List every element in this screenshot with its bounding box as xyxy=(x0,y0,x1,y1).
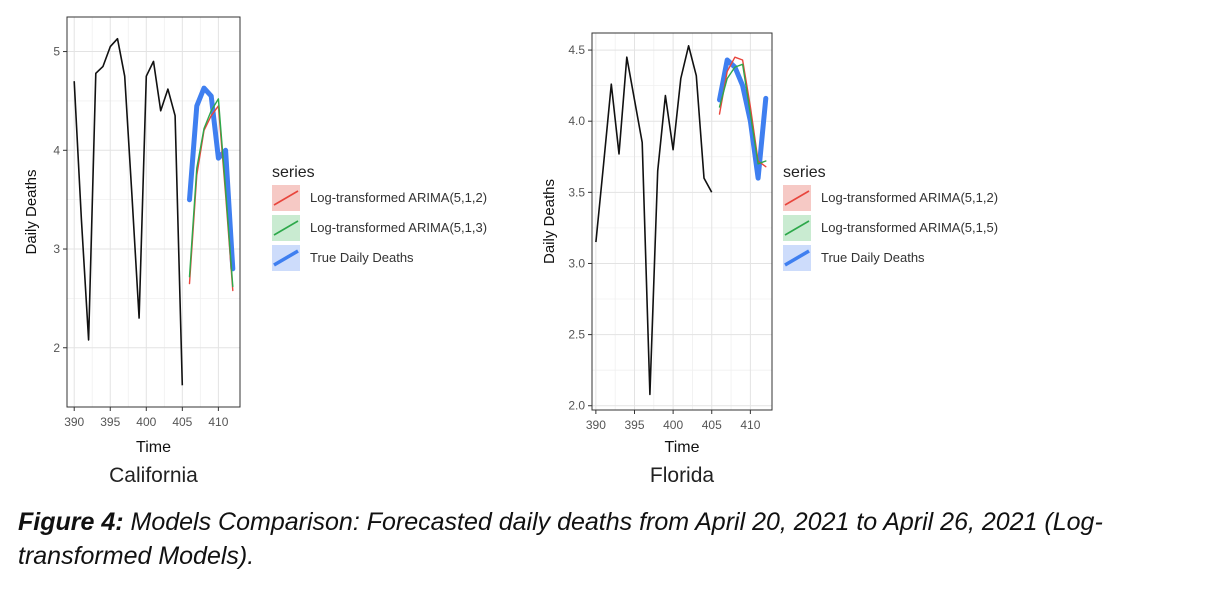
legend-entry-label: Log-transformed ARIMA(5,1,3) xyxy=(310,220,487,235)
plot-border xyxy=(66,16,241,408)
y-axis-title: Daily Deaths xyxy=(541,179,558,264)
legend-key-line xyxy=(784,220,810,236)
history-series-line xyxy=(73,37,184,386)
x-tick-label: 400 xyxy=(136,415,156,429)
x-tick-label: 390 xyxy=(64,415,84,429)
florida-chart: 390 395 400 405 410 2.0 2.5 3.0 3.5 4.0 4.5 Time Dai… xyxy=(541,32,998,487)
figure-caption: Figure 4: Models Comparison: Forecasted … xyxy=(18,505,1218,573)
y-tick-label: 3.5 xyxy=(568,185,585,199)
x-tick-label: 405 xyxy=(702,418,722,432)
legend-entry-label: Log-transformed ARIMA(5,1,2) xyxy=(310,190,487,205)
x-axis-title: Time xyxy=(136,439,171,456)
x-axis-title: Time xyxy=(665,439,700,456)
california-chart-panel: 390 395 400 405 410 2 3 4 5 Time Daily Deaths Calif… xyxy=(0,0,560,500)
x-tick-label: 410 xyxy=(208,415,228,429)
legend-title: series xyxy=(272,164,315,181)
x-tick-label: 395 xyxy=(624,418,644,432)
y-axis-title: Daily Deaths xyxy=(23,169,40,254)
x-tick-label: 395 xyxy=(100,415,120,429)
y-tick-label: 3 xyxy=(53,242,60,256)
series-line-true-daily-deaths xyxy=(717,57,769,181)
legend-entry-label: Log-transformed ARIMA(5,1,2) xyxy=(821,190,998,205)
y-tick-label: 4 xyxy=(53,143,60,157)
legend-key-line xyxy=(784,190,810,206)
california-chart: 390 395 400 405 410 2 3 4 5 Time Daily Deaths Calif… xyxy=(23,16,487,487)
series-line-log-transformed-arima-5-1-5 xyxy=(718,63,767,165)
x-tick-label: 390 xyxy=(586,418,606,432)
plot-area xyxy=(592,33,772,410)
y-tick-label: 2 xyxy=(53,341,60,355)
y-tick-label: 4.5 xyxy=(568,43,585,57)
legend-key-line xyxy=(273,220,299,236)
legend-entry-label: Log-transformed ARIMA(5,1,5) xyxy=(821,220,998,235)
chart-title: Florida xyxy=(650,464,715,487)
x-tick-label: 400 xyxy=(663,418,683,432)
legend-key-line xyxy=(273,249,299,267)
x-tick-label: 405 xyxy=(172,415,192,429)
y-tick-label: 5 xyxy=(53,45,60,59)
history-series-line xyxy=(595,44,713,396)
series-line-log-transformed-arima-5-1-3 xyxy=(188,98,234,288)
figure-caption-text: Models Comparison: Forecasted daily deat… xyxy=(18,508,1103,570)
y-tick-label: 4.0 xyxy=(568,114,585,128)
chart-title: California xyxy=(109,464,198,487)
legend-key-line xyxy=(273,190,299,206)
legend-key-line xyxy=(784,249,810,267)
legend-entry-label: True Daily Deaths xyxy=(310,250,414,265)
figure-caption-label: Figure 4: xyxy=(18,508,124,536)
plot-area xyxy=(67,17,240,407)
x-tick-label: 410 xyxy=(740,418,760,432)
florida-chart-panel: 390 395 400 405 410 2.0 2.5 3.0 3.5 4.0 4.5 Time Dai… xyxy=(520,0,1080,500)
y-tick-label: 3.0 xyxy=(568,256,585,270)
series-line-true-daily-deaths xyxy=(187,85,236,272)
y-tick-label: 2.0 xyxy=(568,399,585,413)
y-tick-label: 2.5 xyxy=(568,328,585,342)
plot-border xyxy=(591,32,773,411)
legend-title: series xyxy=(783,164,826,181)
legend-entry-label: True Daily Deaths xyxy=(821,250,925,265)
